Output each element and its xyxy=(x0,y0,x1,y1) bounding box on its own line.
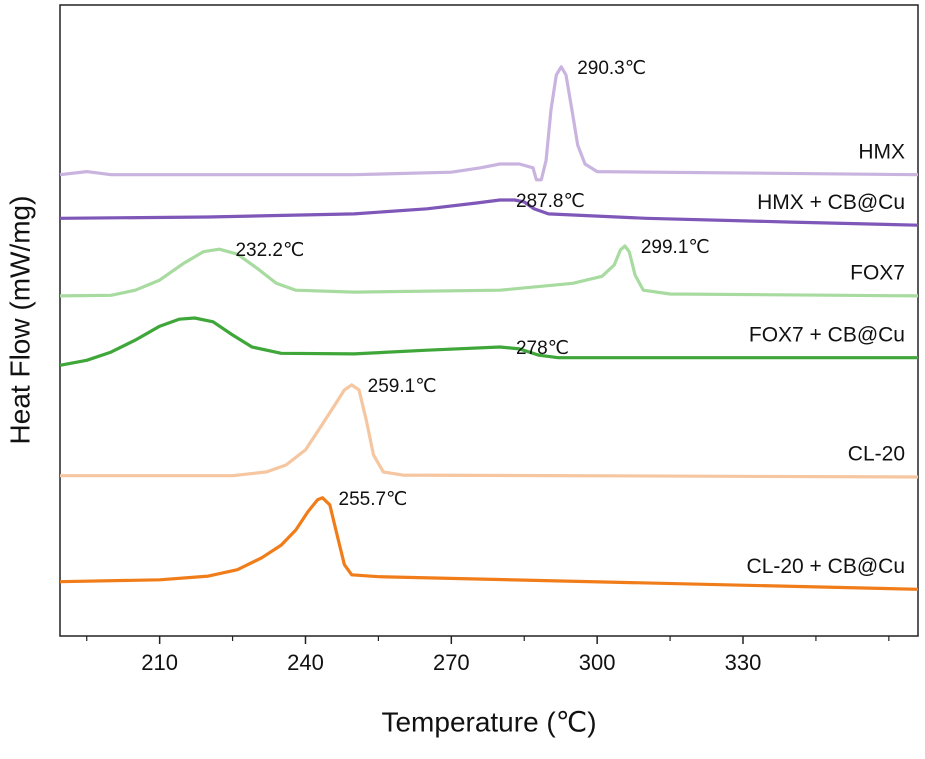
series-line xyxy=(60,383,919,479)
peak-annotation: 259.1℃ xyxy=(368,376,437,397)
series-label: HMX xyxy=(858,140,905,163)
series-line xyxy=(59,496,919,591)
peak-annotation: 290.3℃ xyxy=(577,58,646,79)
x-tick-label: 270 xyxy=(433,650,470,675)
series-line xyxy=(59,198,919,227)
peak-annotation: 278℃ xyxy=(516,338,569,359)
peak-annotation: 232.2℃ xyxy=(235,240,304,261)
x-tick-label: 300 xyxy=(579,650,616,675)
x-tick-label: 210 xyxy=(141,650,178,675)
series-line xyxy=(59,316,918,367)
series-label: CL-20 + CB@Cu xyxy=(747,555,905,578)
series-label: CL-20 xyxy=(848,443,905,466)
peak-annotation: 255.7℃ xyxy=(339,489,408,510)
y-axis-title: Heat Flow (mW/mg) xyxy=(4,196,35,445)
peak-annotation: 287.8℃ xyxy=(516,191,585,212)
x-axis-title: Temperature (℃) xyxy=(381,706,596,737)
series-label: FOX7 + CB@Cu xyxy=(749,323,905,346)
peak-annotation: 299.1℃ xyxy=(641,237,710,258)
series-label: HMX + CB@Cu xyxy=(757,191,905,214)
series-line xyxy=(59,244,919,298)
series-line xyxy=(59,65,919,182)
series-label: FOX7 xyxy=(850,261,905,284)
plot-frame xyxy=(59,4,919,637)
x-tick-label: 330 xyxy=(725,650,762,675)
x-tick-label: 240 xyxy=(287,650,324,675)
